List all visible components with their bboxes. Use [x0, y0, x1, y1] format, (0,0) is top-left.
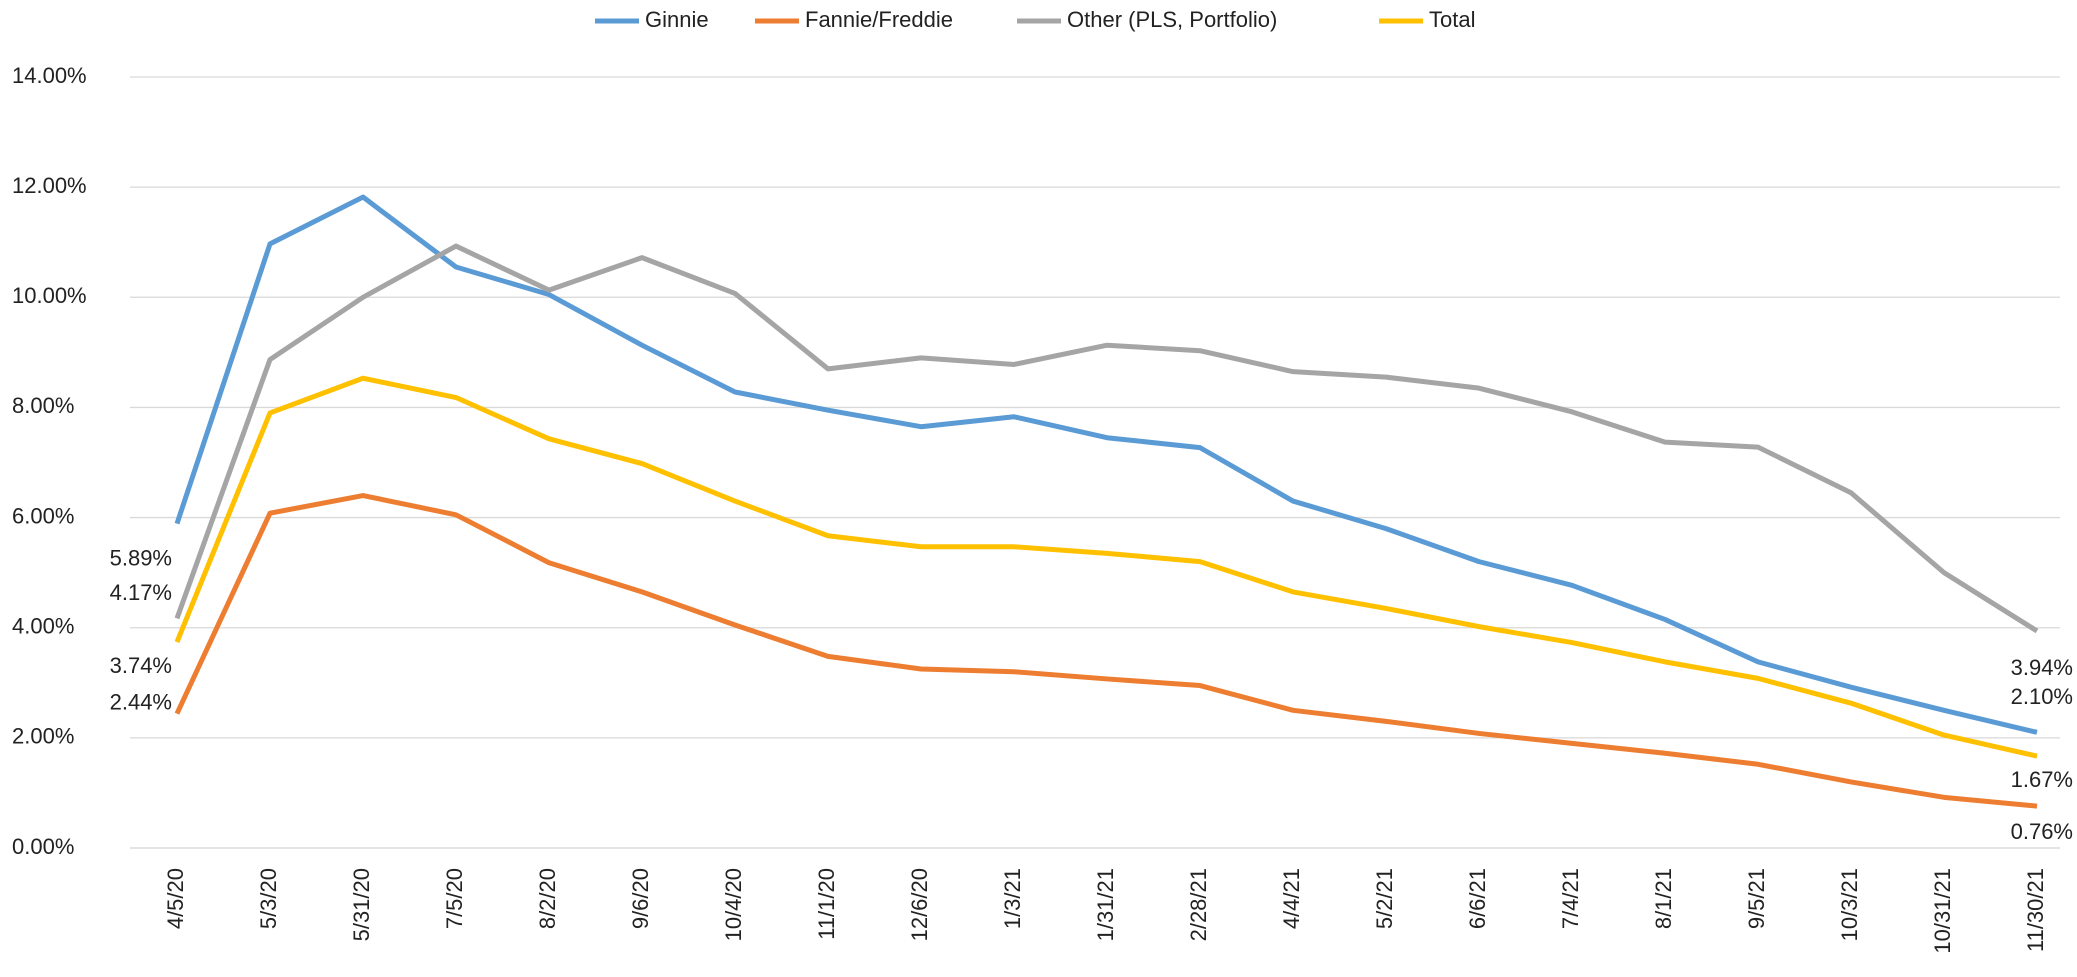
x-tick-label: 2/28/21	[1186, 868, 1211, 941]
data-label: 0.76%	[2011, 819, 2073, 844]
x-tick-label: 4/5/20	[163, 868, 188, 929]
x-tick-label: 10/4/20	[721, 868, 746, 941]
data-label: 2.44%	[110, 689, 172, 714]
series-line	[174, 493, 2038, 809]
data-label: 3.94%	[2011, 655, 2073, 680]
y-tick-label: 10.00%	[12, 283, 87, 308]
y-tick-label: 8.00%	[12, 393, 74, 418]
series-line	[174, 375, 2038, 759]
x-tick-label: 1/3/21	[1000, 868, 1025, 929]
y-tick-label: 6.00%	[12, 503, 74, 528]
legend-label: Total	[1429, 7, 1475, 32]
data-label: 4.17%	[110, 580, 172, 605]
x-tick-label: 10/3/21	[1837, 868, 1862, 941]
x-tick-label: 7/5/20	[442, 868, 467, 929]
legend-label: Fannie/Freddie	[805, 7, 953, 32]
y-tick-label: 12.00%	[12, 173, 87, 198]
x-tick-label: 6/6/21	[1465, 868, 1490, 929]
x-tick-label: 12/6/20	[907, 868, 932, 941]
data-label: 5.89%	[110, 545, 172, 570]
series-line	[174, 243, 2039, 634]
x-tick-label: 7/4/21	[1558, 868, 1583, 929]
x-tick-label: 4/4/21	[1279, 868, 1304, 929]
y-tick-label: 0.00%	[12, 834, 74, 859]
legend-label: Other (PLS, Portfolio)	[1067, 7, 1277, 32]
data-label: 3.74%	[110, 653, 172, 678]
legend-label: Ginnie	[645, 7, 709, 32]
data-label: 2.10%	[2011, 684, 2073, 709]
y-tick-label: 2.00%	[12, 724, 74, 749]
x-tick-label: 5/2/21	[1372, 868, 1397, 929]
x-tick-label: 5/3/20	[256, 868, 281, 929]
x-tick-label: 11/1/20	[814, 868, 839, 940]
y-tick-label: 14.00%	[12, 63, 87, 88]
x-tick-label: 8/1/21	[1651, 868, 1676, 929]
x-tick-label: 1/31/21	[1093, 868, 1118, 941]
y-tick-label: 4.00%	[12, 614, 74, 639]
series-line	[174, 194, 2038, 735]
x-tick-label: 9/6/20	[628, 868, 653, 929]
x-tick-label: 5/31/20	[349, 868, 374, 941]
x-tick-label: 11/30/21	[2023, 868, 2048, 952]
data-label: 1.67%	[2011, 767, 2073, 792]
x-tick-label: 9/5/21	[1744, 868, 1769, 929]
x-tick-label: 10/31/21	[1930, 868, 1955, 954]
x-tick-label: 8/2/20	[535, 868, 560, 929]
